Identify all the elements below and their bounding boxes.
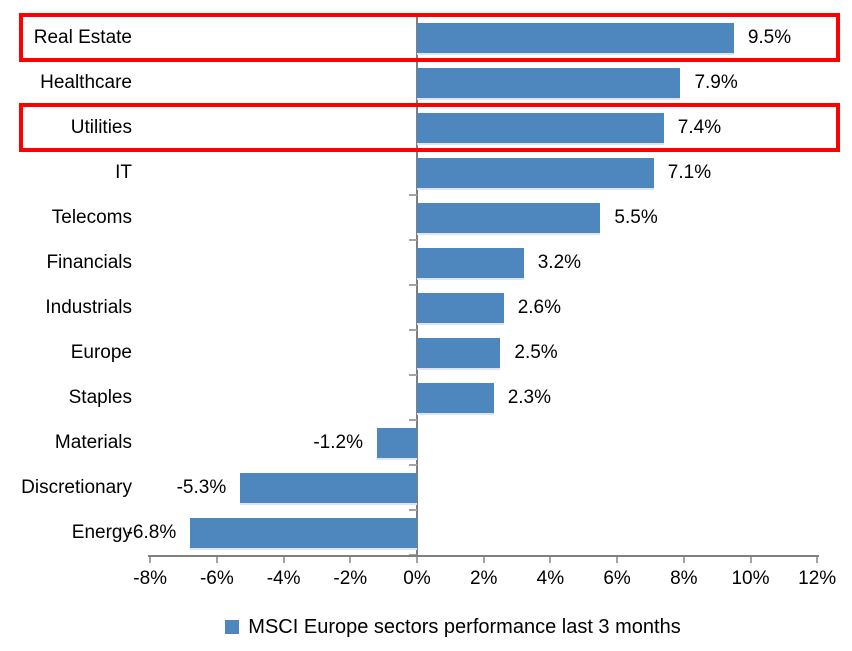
category-label: Telecoms [51, 207, 132, 228]
y-axis-tick [409, 194, 417, 196]
legend-swatch-icon [225, 620, 240, 634]
bar [417, 67, 681, 100]
y-axis-tick [409, 284, 417, 286]
value-label: 7.1% [667, 162, 712, 183]
category-label: Materials [54, 432, 132, 453]
x-tick-label: 12% [798, 568, 837, 589]
value-label: 5.5% [614, 207, 658, 228]
x-tick-label: 8% [670, 568, 698, 589]
bar [417, 337, 501, 370]
value-label: 2.6% [517, 297, 562, 318]
x-axis-tick [549, 557, 552, 563]
category-label: Real Estate [33, 27, 132, 48]
bar [240, 472, 417, 505]
category-label: Discretionary [21, 477, 132, 498]
y-axis-tick [409, 239, 417, 241]
value-label: 7.9% [694, 72, 738, 93]
category-label: Utilities [70, 117, 132, 138]
y-axis-tick [409, 374, 417, 376]
highlight-box [19, 103, 840, 152]
bar [376, 427, 417, 460]
y-axis-line [416, 13, 418, 557]
x-axis-tick [215, 557, 218, 563]
x-axis-tick [416, 557, 418, 563]
y-axis-tick [409, 419, 417, 421]
bar [417, 22, 734, 55]
x-tick-label: 0% [403, 568, 431, 589]
x-axis-tick [749, 557, 752, 563]
y-axis-tick [409, 509, 417, 511]
x-tick-label: 2% [469, 568, 498, 589]
value-label: 2.5% [514, 342, 558, 363]
category-label: Industrials [45, 297, 132, 318]
x-tick-label: 6% [603, 568, 631, 589]
bar [417, 292, 504, 325]
value-label: 3.2% [537, 252, 582, 273]
x-tick-label: -4% [266, 568, 301, 589]
bar [417, 157, 654, 190]
y-axis-tick [409, 464, 417, 466]
value-label: -1.2% [313, 432, 363, 453]
category-label: Healthcare [40, 72, 132, 93]
highlight-box [19, 13, 840, 62]
x-tick-label: 10% [731, 568, 770, 589]
x-axis-line [148, 555, 819, 557]
category-label: Staples [68, 387, 132, 408]
value-label: -5.3% [176, 477, 227, 498]
y-axis-tick [409, 329, 417, 331]
bar [417, 112, 664, 145]
x-tick-label: 4% [536, 568, 565, 589]
value-label: -6.8% [126, 522, 177, 543]
x-axis-tick [816, 557, 819, 563]
value-label: 7.4% [677, 117, 722, 138]
value-label: 2.3% [507, 387, 552, 408]
x-axis-tick [282, 557, 285, 563]
bar [190, 517, 417, 550]
category-label: Financials [46, 252, 132, 273]
category-label: Energy [71, 522, 132, 543]
bar [417, 247, 524, 280]
x-axis-tick [482, 557, 485, 563]
x-tick-label: -2% [333, 568, 368, 589]
category-label: IT [115, 162, 132, 183]
value-label: 9.5% [747, 27, 792, 48]
legend: MSCI Europe sectors performance last 3 m… [0, 614, 852, 640]
x-tick-label: -8% [133, 568, 168, 589]
bar [417, 382, 494, 415]
category-label: Europe [70, 342, 132, 363]
x-axis-tick [616, 557, 619, 563]
legend-entry: MSCI Europe sectors performance last 3 m… [225, 615, 681, 639]
x-axis-tick [149, 557, 152, 563]
x-axis-tick [349, 557, 352, 563]
legend-label: MSCI Europe sectors performance last 3 m… [248, 615, 681, 638]
bar [417, 202, 601, 235]
x-tick-label: -6% [199, 568, 234, 589]
x-axis-tick [682, 557, 685, 563]
